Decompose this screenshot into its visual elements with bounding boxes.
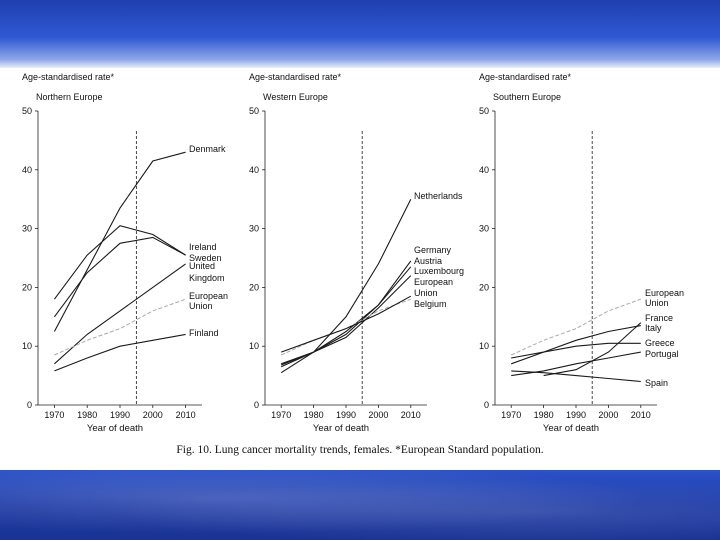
series-line-netherlands	[280, 198, 412, 374]
x-tick-label: 2000	[143, 410, 163, 420]
chart-panel-2: Age-standardised rate* Western Europe 0 10 2…	[249, 72, 464, 434]
series-line-greece	[511, 342, 641, 359]
series-line-finland	[54, 333, 186, 372]
y-tick-label: 30	[479, 224, 489, 234]
y-tick-label: 30	[22, 224, 32, 234]
series-label: Finland	[189, 328, 219, 338]
y-tick-label: 40	[249, 165, 259, 175]
series-line-luxembourg	[280, 275, 412, 366]
x-tick-label: 2000	[598, 410, 618, 420]
series-line-italy	[511, 325, 641, 365]
series-label: Portugal	[645, 349, 679, 359]
y-axis-label: Age-standardised rate*	[22, 72, 115, 82]
series-label: Ireland	[189, 242, 217, 252]
series-label: Italy	[645, 323, 662, 333]
panel-subtitle: Western Europe	[263, 92, 328, 102]
x-tick-label: 1970	[271, 410, 291, 420]
charts-svg: Age-standardised rate* Northern Europe 0 10…	[22, 72, 684, 434]
x-tick-label: 1970	[44, 410, 64, 420]
x-tick-label: 1990	[336, 410, 356, 420]
series-label: Spain	[645, 378, 668, 388]
y-axis-label: Age-standardised rate*	[249, 72, 342, 82]
chart-panel-3: Age-standardised rate* Southern Europe 0 10…	[479, 72, 684, 434]
series-label: Denmark	[189, 144, 226, 154]
y-tick-label: 50	[22, 106, 32, 116]
series-label: United	[189, 261, 215, 271]
figure: Age-standardised rate* Northern Europe 0 10…	[0, 68, 720, 470]
x-tick-label: 1980	[304, 410, 324, 420]
series-line-spain	[511, 370, 641, 383]
y-tick-label: 40	[22, 165, 32, 175]
series-label: European	[189, 291, 228, 301]
series-line-germany	[281, 260, 412, 365]
figure-caption: Fig. 10. Lung cancer mortality trends, f…	[176, 444, 544, 456]
y-tick-label: 40	[479, 165, 489, 175]
series-label: Luxembourg	[414, 266, 464, 276]
y-tick-label: 30	[249, 224, 259, 234]
x-tick-label: 1990	[566, 410, 586, 420]
series-label: Austria	[414, 256, 442, 266]
y-axis-label: Age-standardised rate*	[479, 72, 572, 82]
series-line-austria	[280, 266, 412, 368]
y-tick-label: 50	[479, 106, 489, 116]
series-label: Germany	[414, 245, 452, 255]
y-tick-label: 20	[479, 282, 489, 292]
x-tick-label: 1980	[77, 410, 97, 420]
footer-band	[0, 470, 720, 540]
x-tick-label: 1970	[501, 410, 521, 420]
x-axis-label: Year of death	[313, 423, 369, 434]
series-label: Union	[189, 301, 213, 311]
series-line-united-kingdom	[54, 263, 186, 365]
x-tick-label: 2000	[368, 410, 388, 420]
y-tick-label: 10	[249, 341, 259, 351]
y-tick-label: 10	[479, 341, 489, 351]
y-tick-label: 0	[484, 400, 489, 410]
series-label: Kingdom	[189, 273, 225, 283]
series-label: Netherlands	[414, 191, 463, 201]
x-tick-label: 2010	[401, 410, 421, 420]
series-label: France	[645, 313, 673, 323]
series-label: European	[414, 277, 453, 287]
series-label: Union	[645, 298, 669, 308]
series-line-sweden	[53, 236, 186, 318]
series-line-ireland	[53, 225, 186, 300]
series-label: Union	[414, 288, 438, 298]
y-tick-label: 20	[22, 282, 32, 292]
series-label: Sweden	[189, 253, 222, 263]
x-tick-label: 1980	[534, 410, 554, 420]
series-line-denmark	[53, 151, 186, 332]
y-tick-label: 50	[249, 106, 259, 116]
x-tick-label: 2010	[631, 410, 651, 420]
panel-subtitle: Southern Europe	[493, 92, 561, 102]
header-band	[0, 0, 720, 68]
x-axis-label: Year of death	[543, 423, 599, 434]
series-label: Greece	[645, 338, 675, 348]
y-tick-label: 10	[22, 341, 32, 351]
x-tick-label: 2010	[176, 410, 196, 420]
series-label: European	[645, 288, 684, 298]
y-tick-label: 0	[254, 400, 259, 410]
series-line-european-union	[280, 298, 411, 356]
y-tick-label: 20	[249, 282, 259, 292]
series-line-belgium	[281, 295, 412, 353]
series-label: Belgium	[414, 299, 447, 309]
panel-subtitle: Northern Europe	[36, 92, 103, 102]
y-tick-label: 0	[27, 400, 32, 410]
chart-panel-1: Age-standardised rate* Northern Europe 0 10…	[22, 72, 228, 434]
x-axis-label: Year of death	[87, 423, 143, 434]
x-tick-label: 1990	[110, 410, 130, 420]
